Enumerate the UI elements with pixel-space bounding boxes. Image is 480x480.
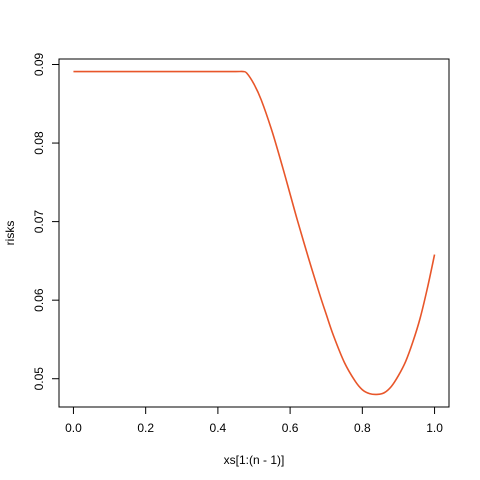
y-tick-label: 0.09	[32, 52, 46, 76]
x-tick-label: 0.6	[282, 421, 299, 435]
x-tick-label: 1.0	[426, 421, 443, 435]
x-axis: 0.0 0.2 0.4 0.6 0.8 1.0	[65, 406, 443, 435]
y-axis: 0.05 0.06 0.07 0.08 0.09	[32, 52, 60, 391]
x-tick-label: 0.4	[210, 421, 227, 435]
y-tick-label: 0.05	[32, 367, 46, 391]
y-tick-label: 0.08	[32, 131, 46, 155]
plot-frame	[58, 58, 450, 408]
series-line	[73, 70, 436, 396]
series-layer	[73, 70, 436, 396]
y-axis-label: risks	[3, 221, 17, 246]
x-tick-label: 0.0	[65, 421, 82, 435]
x-tick-label: 0.2	[137, 421, 154, 435]
x-axis-label: xs[1:(n - 1)]	[224, 453, 285, 467]
y-tick-label: 0.06	[32, 288, 46, 312]
x-tick-label: 0.8	[354, 421, 371, 435]
y-tick-label: 0.07	[32, 210, 46, 234]
